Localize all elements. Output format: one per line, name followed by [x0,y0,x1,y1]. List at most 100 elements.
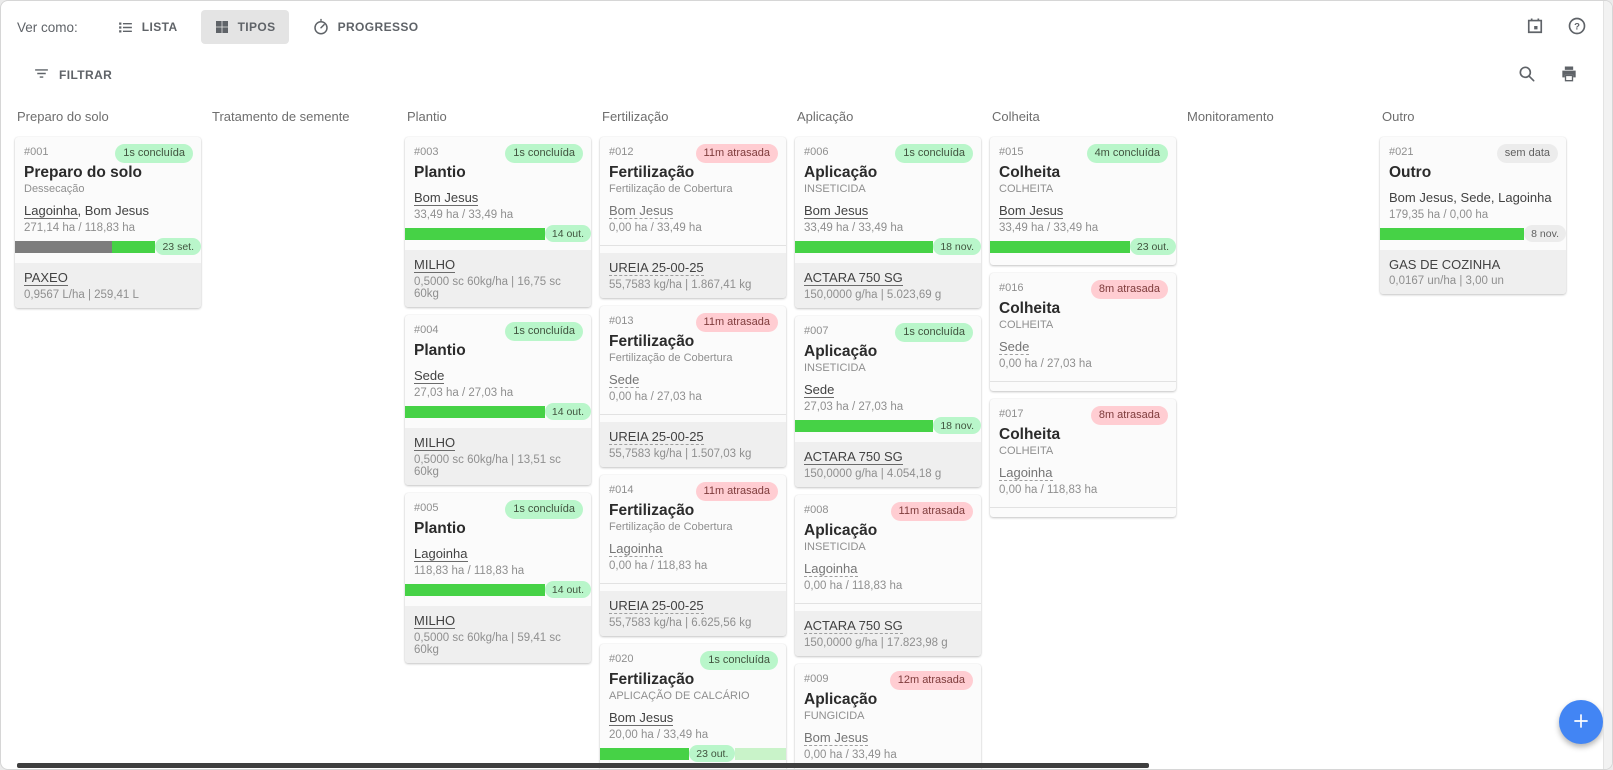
product-link[interactable]: UREIA 25-00-25 [609,259,704,276]
task-card[interactable]: #005 1s concluída Plantio Lagoinha 118,8… [405,492,591,663]
date-pill: 23 out. [689,745,736,763]
card-field-row: Lagoinha [405,545,591,563]
column-cards: #021 sem data Outro Bom Jesus, Sede, Lag… [1380,137,1566,294]
field-link[interactable]: Lagoinha [414,545,468,562]
field-link[interactable]: Bom Jesus [804,203,869,219]
task-card[interactable]: #003 1s concluída Plantio Bom Jesus 33,4… [405,137,591,307]
board-column: Preparo do solo #001 1s concluída Prepar… [15,109,201,769]
vertical-scrollbar-track[interactable] [1603,1,1612,769]
task-card[interactable]: #007 1s concluída Aplicação INSETICIDA S… [795,315,981,487]
search-button[interactable] [1510,58,1544,92]
column-title: Plantio [407,109,447,124]
field-link[interactable]: Sede [414,367,445,384]
status-badge: 1s concluída [505,499,583,519]
field-link[interactable]: Bom Jesus [609,203,674,219]
tab-progresso[interactable]: PROGRESSO [299,9,432,45]
task-card[interactable]: #021 sem data Outro Bom Jesus, Sede, Lag… [1380,137,1566,294]
progress-segment [111,240,156,253]
card-field-row: Bom Jesus [600,203,786,220]
task-card[interactable]: #016 8m atrasada Colheita COLHEITA Sede … [990,272,1176,391]
task-card[interactable]: #001 1s concluída Preparo do solo Dessec… [15,137,201,308]
progress-bar: 14 out. [405,225,591,243]
field-link[interactable]: Lagoinha [804,560,858,577]
product-dose: 0,0167 un/ha | 3,00 un [1389,274,1504,287]
area-progress-text: 33,49 ha / 33,49 ha [804,221,904,234]
add-task-fab[interactable] [1559,700,1603,744]
card-subtitle: INSETICIDA [804,183,866,195]
card-subtitle: Dessecação [24,183,85,195]
task-card[interactable]: #004 1s concluída Plantio Sede 27,03 ha … [405,314,591,485]
product-link[interactable]: PAXEO [24,269,68,286]
product-link[interactable]: MILHO [414,256,456,273]
board-column: Tratamento de semente [210,109,396,769]
filter-button[interactable]: FILTRAR [29,59,116,91]
card-subtitle: Fertilização de Cobertura [609,520,733,533]
tab-lista[interactable]: LISTA [104,10,191,45]
field-link[interactable]: Lagoinha [609,540,663,557]
task-card[interactable]: #014 11m atrasada Fertilização Fertiliza… [600,474,786,636]
column-title: Tratamento de semente [212,109,350,124]
status-badge: 8m atrasada [1090,405,1168,425]
card-field-row: Sede [405,367,591,385]
task-card[interactable]: #009 12m atrasada Aplicação FUNGICIDA Bo… [795,663,981,769]
product-link[interactable]: ACTARA 750 SG [804,617,903,634]
area-progress-text: 0,00 ha / 118,83 ha [999,483,1098,496]
print-button[interactable] [1552,58,1586,92]
card-id: #020 [609,652,634,665]
field-link[interactable]: Bom Jesus [414,190,479,206]
field-link[interactable]: Bom Jesus [609,709,674,726]
product-dose: 0,9567 L/ha | 259,41 L [24,288,139,301]
task-card[interactable]: #006 1s concluída Aplicação INSETICIDA B… [795,137,981,308]
product-dose: 150,0000 g/ha | 17.823,98 g [804,636,948,649]
product-link[interactable]: UREIA 25-00-25 [609,597,704,614]
field-link[interactable]: Sede [999,338,1030,355]
task-card[interactable]: #012 11m atrasada Fertilização Fertiliza… [600,137,786,298]
task-card[interactable]: #015 4m concluída Colheita COLHEITA Bom … [990,137,1176,265]
help-button[interactable]: ? [1560,10,1594,44]
svg-text:?: ? [1574,21,1580,32]
product-link[interactable]: ACTARA 750 SG [804,448,903,465]
task-card[interactable]: #020 1s concluída Fertilização APLICAÇÃO… [600,643,786,769]
card-id: #005 [414,501,439,514]
product-dose: 150,0000 g/ha | 5.023,69 g [804,288,942,301]
field-link[interactable]: Bom Jesus, Sede, Lagoinha [1389,190,1552,205]
area-progress-text: 27,03 ha / 27,03 ha [414,386,514,399]
field-link[interactable]: Bom Jesus [999,203,1064,219]
column-cards: #001 1s concluída Preparo do solo Dessec… [15,137,201,308]
product-link[interactable]: ACTARA 750 SG [804,269,903,286]
task-card[interactable]: #008 11m atrasada Aplicação INSETICIDA L… [795,494,981,656]
date-pill: 23 set. [155,238,201,256]
calendar-button[interactable] [1518,10,1552,44]
board: Preparo do solo #001 1s concluída Prepar… [1,97,1603,769]
field-link[interactable]: Lagoinha [24,203,78,219]
task-card[interactable]: #017 8m atrasada Colheita COLHEITA Lagoi… [990,398,1176,517]
product-section: MILHO 0,5000 sc 60kg/ha | 13,51 sc 60kg [405,427,591,485]
field-link[interactable]: Sede [609,371,640,388]
column-title: Colheita [992,109,1040,124]
product-link[interactable]: UREIA 25-00-25 [609,428,704,445]
product-link[interactable]: MILHO [414,434,456,451]
tab-tipos[interactable]: TIPOS [200,10,289,44]
product-link[interactable]: MILHO [414,612,456,629]
field-link[interactable]: Sede [804,381,835,398]
product-dose: 0,5000 sc 60kg/ha | 13,51 sc 60kg [414,453,561,478]
plus-icon [1571,711,1591,734]
product-section: UREIA 25-00-25 55,7583 kg/ha | 1.507,03 … [600,421,786,467]
progress-bar [600,413,786,415]
card-id: #008 [804,503,829,516]
card-title: Fertilização [609,164,695,181]
progress-bar: 23 set. [15,238,201,256]
card-header: #015 4m concluída [990,137,1176,163]
area-progress-text: 0,00 ha / 118,83 ha [804,579,903,592]
field-link[interactable]: Lagoinha [999,464,1053,481]
task-card[interactable]: #013 11m atrasada Fertilização Fertiliza… [600,305,786,467]
product-dose: 150,0000 g/ha | 4.054,18 g [804,467,942,480]
product-link[interactable]: GAS DE COZINHA [1389,256,1501,272]
card-field-row: Bom Jesus [990,203,1176,220]
progress-bar [600,244,786,246]
card-field-row: Lagoinha [600,540,786,558]
horizontal-scrollbar-thumb[interactable] [17,763,1149,768]
card-field-row: Bom Jesus [405,190,591,207]
board-column: Colheita #015 4m concluída Colheita COLH… [990,109,1176,769]
field-link[interactable]: Bom Jesus [804,729,869,746]
